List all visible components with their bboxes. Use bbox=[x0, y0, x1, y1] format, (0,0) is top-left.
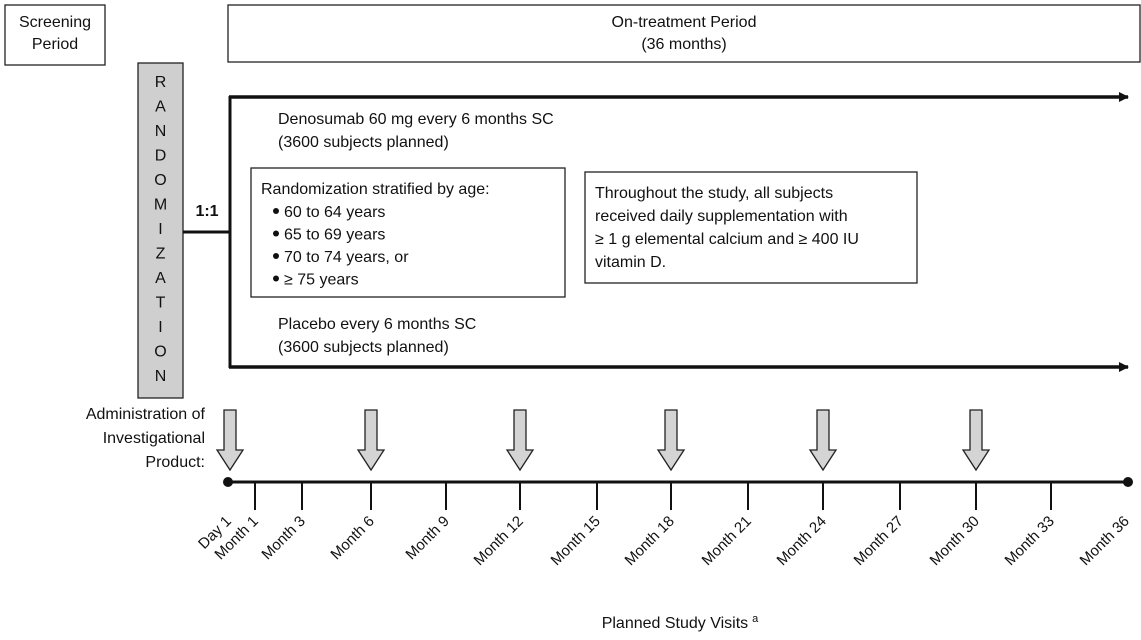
placebo-arm-text: (3600 subjects planned) bbox=[278, 339, 449, 356]
randomization-letter: R bbox=[155, 74, 167, 91]
stratification-item: 60 to 64 years bbox=[284, 204, 385, 221]
visit-label: Month 18 bbox=[622, 513, 678, 569]
stratification-item: ≥ 75 years bbox=[284, 272, 359, 289]
treatment-text: On-treatment Period bbox=[612, 14, 757, 31]
visit-label: Month 36 bbox=[1077, 513, 1133, 569]
administration-text: Product: bbox=[145, 454, 205, 471]
screening-text: Period bbox=[32, 36, 78, 53]
timeline-end bbox=[1123, 477, 1133, 487]
visit-label: Month 6 bbox=[327, 513, 377, 563]
randomization-letter: I bbox=[158, 221, 162, 238]
administration-text: Investigational bbox=[103, 430, 205, 447]
bullet bbox=[273, 230, 279, 237]
dose-arrow bbox=[215, 409, 245, 472]
supplementation-text: Throughout the study, all subjects bbox=[595, 185, 833, 202]
visit-label: Month 3 bbox=[258, 513, 308, 563]
supplementation-box bbox=[584, 171, 918, 284]
stratification-title: Randomization stratified by age: bbox=[261, 181, 490, 198]
randomization-letter: T bbox=[156, 295, 166, 312]
randomization-letter: N bbox=[155, 368, 167, 385]
randomization-letter: Z bbox=[156, 246, 166, 263]
bullet bbox=[273, 275, 279, 282]
treatment-box bbox=[227, 4, 1141, 63]
footnote-mark: a bbox=[752, 613, 759, 625]
visit-label: Month 9 bbox=[402, 513, 452, 563]
placebo-arm-text: Placebo every 6 months SC bbox=[278, 316, 476, 333]
randomization-letter: N bbox=[155, 123, 167, 140]
supplementation-text: received daily supplementation with bbox=[595, 208, 848, 225]
supplementation-text: vitamin D. bbox=[595, 254, 666, 271]
randomization-box bbox=[137, 62, 184, 399]
supplementation-text: ≥ 1 g elemental calcium and ≥ 400 IU bbox=[595, 231, 859, 248]
footer-label: Planned Study Visits a bbox=[602, 613, 759, 632]
administration-text: Administration of bbox=[86, 406, 206, 423]
dose-arrow bbox=[505, 409, 535, 472]
dose-arrow bbox=[356, 409, 386, 472]
visit-label: Month 33 bbox=[1002, 513, 1058, 569]
randomization-letter: O bbox=[154, 172, 166, 189]
visit-label: Month 27 bbox=[851, 513, 907, 569]
randomization-letter: D bbox=[155, 148, 167, 165]
visit-label: Month 24 bbox=[774, 513, 830, 569]
dose-arrow bbox=[808, 409, 838, 472]
visit-label: Month 30 bbox=[927, 513, 983, 569]
stratification-box bbox=[250, 167, 566, 298]
dose-arrow bbox=[961, 409, 991, 472]
visit-label: Month 15 bbox=[548, 513, 604, 569]
treatment-text: (36 months) bbox=[641, 36, 726, 53]
visit-label: Month 12 bbox=[471, 513, 527, 569]
stratification-item: 70 to 74 years, or bbox=[284, 249, 409, 266]
bullet bbox=[273, 253, 279, 259]
active-arm-text: (3600 subjects planned) bbox=[278, 134, 449, 151]
screening-box bbox=[4, 4, 106, 66]
randomization-letter: O bbox=[154, 344, 166, 361]
stratification-item: 65 to 69 years bbox=[284, 227, 385, 244]
randomization-letter: A bbox=[155, 99, 166, 116]
visit-label: Month 21 bbox=[699, 513, 755, 569]
randomization-letter: I bbox=[158, 319, 162, 336]
footer-text: Planned Study Visits bbox=[602, 615, 748, 632]
dose-arrow bbox=[656, 409, 686, 472]
randomization-letter: A bbox=[155, 270, 166, 287]
ratio-label: 1:1 bbox=[195, 203, 218, 220]
timeline-start bbox=[223, 477, 233, 487]
bullet bbox=[273, 208, 279, 214]
randomization-letter: M bbox=[154, 197, 167, 214]
active-arm-text: Denosumab 60 mg every 6 months SC bbox=[278, 111, 554, 128]
screening-text: Screening bbox=[19, 14, 91, 31]
